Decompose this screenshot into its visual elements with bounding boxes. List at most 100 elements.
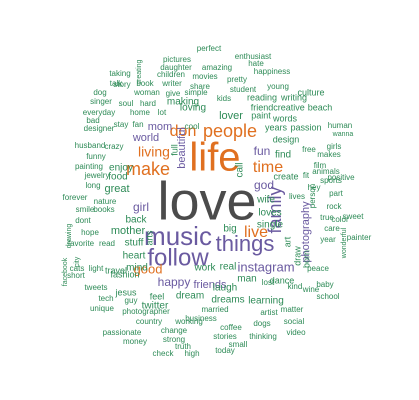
word-girls: girls [327,142,342,151]
word-pictures: pictures [163,55,191,64]
word-talk: talk [110,79,123,88]
word-sweet: sweet [343,212,365,221]
word-wanna: wanna [332,131,354,138]
word-kind: kind [288,282,303,291]
word-real: real [220,262,237,273]
word-bad: bad [86,116,99,125]
word-strong: strong [163,335,185,344]
word-music: music [144,221,212,251]
word-short: short [67,271,86,280]
word-create: create [273,171,298,181]
word-born: born [301,250,311,268]
word-live: live [244,224,268,241]
word-business: business [185,314,217,323]
word-coffee: coffee [220,323,242,332]
word-cool: cool [185,122,200,131]
word-everyday: everyday [83,108,115,117]
word-check: check [153,349,175,358]
word-family: family [265,186,285,233]
word-fan: fan [132,120,143,129]
word-loves: loves [258,208,281,219]
word-video: video [286,328,306,337]
word-children: children [157,70,185,79]
word-mom: mom [148,121,172,133]
word-thinking: thinking [249,332,277,341]
word-twitter: twitter [142,301,169,312]
word-positive: positive [327,173,355,182]
word-fit: fit [303,171,310,180]
word-things: things [216,231,275,256]
word-dreams: dreams [211,295,244,306]
word-person: person [308,184,317,208]
word-forever: forever [63,193,88,202]
word-heart: heart [123,251,146,262]
word-friends: friends [193,279,227,291]
word-student: student [230,85,257,94]
word-fun: fun [254,144,271,158]
word-big: big [223,224,236,235]
word-life: life [189,136,240,180]
word-young: young [267,82,289,91]
word-instagram: instagram [237,259,294,274]
word-food: food [108,172,127,183]
word-lot: lot [158,108,167,117]
word-today: today [215,346,235,355]
word-film: film [314,161,327,170]
word-color: color [331,215,349,224]
word-paint: paint [251,110,271,120]
word-travel: travel [105,265,127,275]
word-wine: wine [302,285,320,294]
word-singer: singer [90,97,112,106]
word-art: art [282,236,292,247]
word-feel: feel [150,291,165,301]
word-makes: makes [317,150,341,159]
word-laugh: laugh [213,283,237,294]
word-sports: sports [320,176,342,185]
word-years: years [265,122,288,132]
word-year: year [320,235,336,244]
word-smile: smile [76,205,95,214]
word-make: make [126,159,170,179]
word-long: long [85,181,100,190]
word-soul: soul [119,99,134,108]
word-working: working [174,317,203,326]
word-pretty: pretty [227,75,247,84]
word-unique: unique [90,304,115,313]
word-simple: simple [184,88,208,97]
word-married: married [201,305,228,314]
word-light: light [89,264,104,273]
word-single: single [257,220,284,231]
word-living: living [138,144,170,160]
word-great: great [104,183,129,195]
word-beautiful: beautiful [176,127,188,169]
word-guy: guy [125,296,138,305]
word-good: good [134,261,163,276]
word-don: don [170,123,197,140]
word-dog: dog [93,88,106,97]
word-lover: lover [219,110,243,122]
word-lives: lives [289,192,305,201]
word-love: love [157,171,256,231]
word-peace: peace [307,264,329,273]
word-kids: kids [217,94,231,103]
word-people: people [203,121,257,141]
word-arts: arts [144,230,154,246]
word-daughter: daughter [160,63,192,72]
word-happy: happy [158,275,191,289]
word-care: care [324,224,340,233]
word-writing: writing [280,92,307,102]
word-hate: hate [248,59,264,68]
word-baby: baby [316,280,333,289]
word-hard: hard [140,99,156,108]
word-passionate: passionate [103,328,142,337]
word-stuff: stuff [125,238,144,249]
word-free: free [302,145,316,154]
word-design: design [273,134,300,144]
word-fashion: fashion [110,269,139,279]
word-drawing: drawing [66,224,73,249]
word-lost: lost [262,278,275,287]
word-girl: girl [133,200,149,214]
word-photography: photography [300,201,312,263]
word-city: city [74,256,81,267]
